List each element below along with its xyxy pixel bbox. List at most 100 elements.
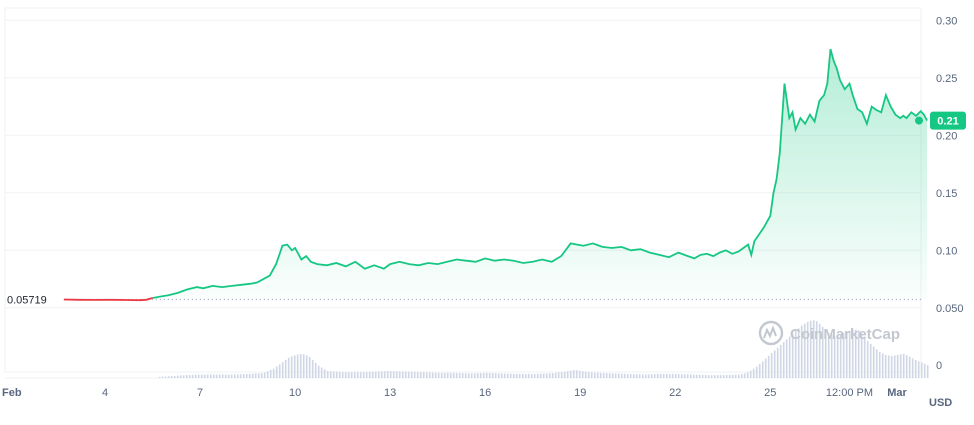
volume-bar [380, 371, 383, 378]
volume-bar [419, 372, 422, 378]
volume-bar [719, 375, 722, 378]
volume-bar [854, 329, 857, 378]
volume-bar [548, 373, 551, 378]
volume-bar [857, 330, 860, 378]
volume-bar [188, 374, 191, 378]
volume-bar [692, 374, 695, 378]
volume-bar [917, 361, 920, 378]
volume-bar [449, 372, 452, 378]
volume-bar [425, 372, 428, 378]
volume-bar [890, 355, 893, 378]
volume-bar [683, 374, 686, 378]
volume-bar [644, 374, 647, 378]
volume-bar [605, 373, 608, 378]
volume-bar [179, 375, 182, 378]
volume-bar [704, 375, 707, 378]
volume-bar [593, 372, 596, 378]
volume-bar [206, 374, 209, 378]
volume-bar [851, 329, 854, 378]
y-tick-label: 0.15 [936, 188, 957, 200]
volume-bar [701, 374, 704, 378]
volume-bar [308, 357, 311, 378]
volume-bar [758, 364, 761, 378]
volume-bar [575, 370, 578, 378]
volume-bar [623, 373, 626, 378]
volume-bar [710, 375, 713, 378]
volume-bar [566, 371, 569, 378]
volume-bar [302, 354, 305, 378]
volume-bar [368, 371, 371, 378]
y-axis: 0.30 0.25 0.20 0.15 0.10 0.050 [936, 15, 964, 314]
volume-bar [749, 370, 752, 378]
volume-bar [482, 372, 485, 378]
volume-bar [920, 362, 923, 378]
volume-bar [671, 373, 674, 378]
volume-bar [899, 354, 902, 378]
volume-bar [608, 373, 611, 378]
volume-bar [515, 373, 518, 378]
volume-bar [296, 354, 299, 378]
volume-bar [572, 370, 575, 378]
volume-bar [641, 374, 644, 378]
volume-bar [263, 372, 266, 378]
price-area [152, 49, 928, 300]
volume-axis-zero-label: 0 [936, 360, 942, 372]
price-line-below-baseline [63, 297, 153, 302]
x-axis: Feb 4 7 10 13 16 19 22 25 12:00 PM Mar [2, 387, 907, 399]
volume-bar [200, 374, 203, 378]
volume-bar [374, 371, 377, 378]
volume-bar [926, 365, 929, 378]
volume-bar [158, 376, 161, 378]
volume-bar [245, 374, 248, 378]
volume-bar [875, 349, 878, 378]
coinmarketcap-logo-icon [758, 320, 784, 346]
volume-bar [761, 361, 764, 378]
volume-bar [494, 373, 497, 378]
y-tick-label: 0.25 [936, 73, 957, 85]
volume-bar [377, 371, 380, 378]
volume-bar [698, 374, 701, 378]
volume-bar [362, 372, 365, 378]
x-tick-label: 13 [384, 387, 396, 399]
volume-bar [254, 373, 257, 378]
volume-bar [518, 373, 521, 378]
volume-bar [887, 355, 890, 378]
volume-bar [227, 374, 230, 378]
volume-bar [353, 372, 356, 378]
volume-bar [173, 375, 176, 378]
volume-bar [428, 372, 431, 378]
volume-bar [167, 376, 170, 378]
volume-bar [689, 374, 692, 378]
volume-bar [818, 323, 821, 378]
volume-bar [185, 375, 188, 378]
currency-unit-label: USD [929, 397, 952, 409]
volume-bar [212, 374, 215, 378]
volume-bar [197, 374, 200, 378]
volume-bar [233, 374, 236, 378]
volume-bar [431, 372, 434, 378]
volume-bar [266, 371, 269, 378]
volume-bar [176, 375, 179, 378]
volume-bar [737, 374, 740, 378]
volume-bar [305, 355, 308, 378]
volume-bar [290, 356, 293, 378]
volume-bar [395, 371, 398, 378]
volume-bar [560, 372, 563, 378]
volume-bar [332, 371, 335, 378]
volume-bar [242, 374, 245, 378]
volume-bar [824, 330, 827, 378]
x-tick-label: 19 [574, 387, 586, 399]
volume-bar [260, 372, 263, 378]
volume-bar [218, 374, 221, 378]
volume-bar [569, 370, 572, 378]
volume-bar [533, 373, 536, 378]
volume-bar [896, 354, 899, 378]
volume-bar [398, 371, 401, 378]
volume-bar [476, 373, 479, 378]
volume-bar [740, 374, 743, 378]
volume-bar [545, 373, 548, 378]
volume-bar [359, 372, 362, 378]
volume-bar [587, 371, 590, 378]
volume-bar [785, 339, 788, 378]
